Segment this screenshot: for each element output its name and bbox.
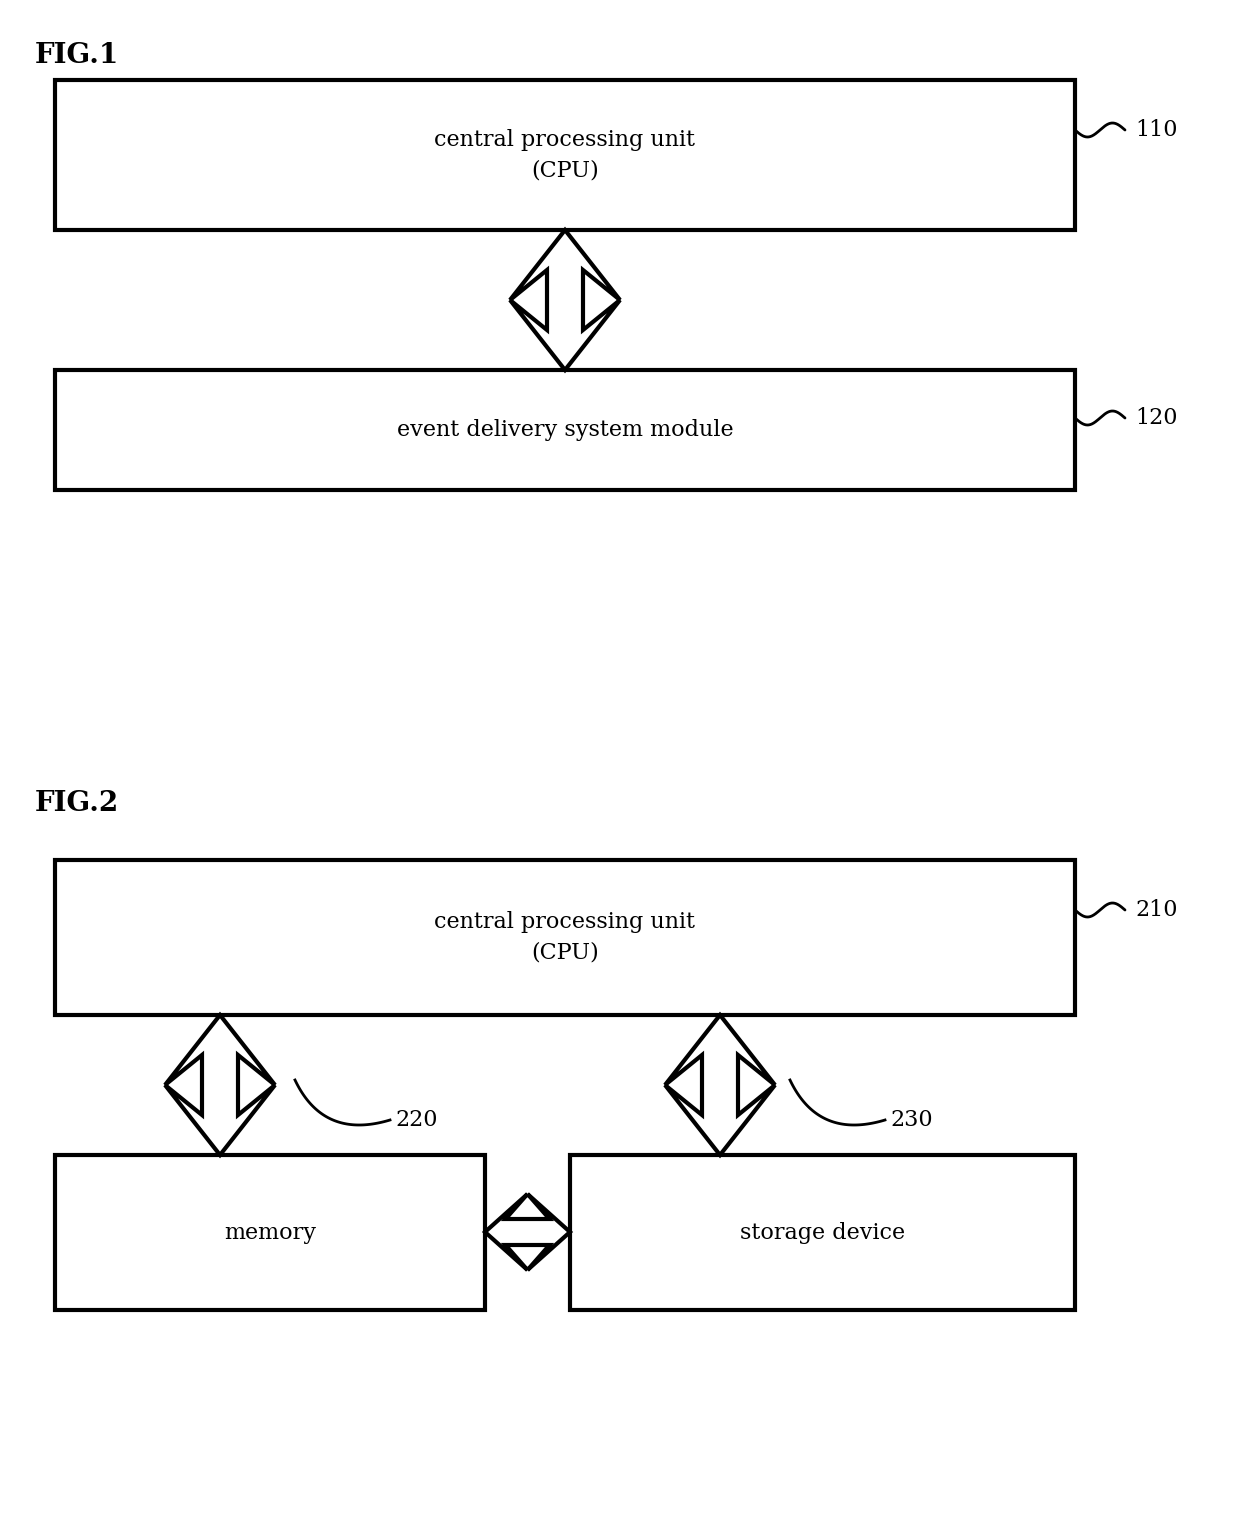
Polygon shape: [665, 1015, 775, 1155]
Text: FIG.1: FIG.1: [35, 42, 119, 69]
Polygon shape: [165, 1015, 275, 1155]
Text: 210: 210: [1135, 899, 1178, 921]
Polygon shape: [510, 229, 620, 370]
Bar: [55, 1155, 485, 1311]
Text: 220: 220: [396, 1109, 438, 1130]
Text: 230: 230: [890, 1109, 932, 1130]
Text: event delivery system module: event delivery system module: [397, 419, 733, 440]
Bar: [55, 80, 1075, 229]
Text: FIG.2: FIG.2: [35, 790, 119, 818]
Text: memory: memory: [224, 1221, 316, 1243]
Polygon shape: [485, 1194, 570, 1270]
Bar: [55, 859, 1075, 1015]
Text: central processing unit
(CPU): central processing unit (CPU): [434, 912, 696, 964]
Text: 120: 120: [1135, 407, 1178, 430]
Text: storage device: storage device: [740, 1221, 905, 1243]
Text: 110: 110: [1135, 119, 1178, 142]
Text: central processing unit
(CPU): central processing unit (CPU): [434, 129, 696, 182]
Bar: [55, 370, 1075, 490]
Bar: [570, 1155, 1075, 1311]
